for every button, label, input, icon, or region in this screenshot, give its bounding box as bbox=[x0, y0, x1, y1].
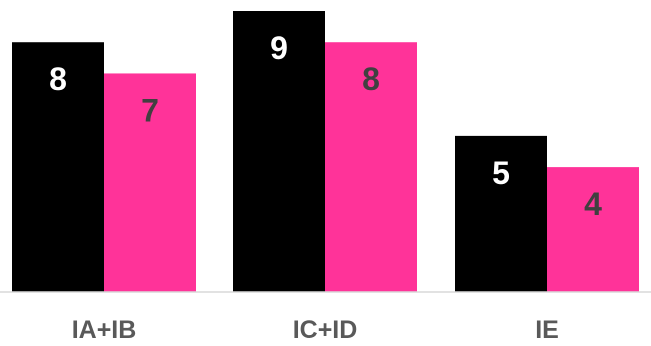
x-tick-label: IC+ID bbox=[293, 316, 358, 344]
x-tick-label: IA+IB bbox=[72, 316, 137, 344]
x-tick-labels: IA+IB IC+ID IE bbox=[72, 316, 559, 344]
bar-ia-ib-series-1 bbox=[12, 42, 104, 292]
data-label: 8 bbox=[362, 61, 380, 97]
bar-ic-id-series-2 bbox=[325, 42, 417, 292]
data-label: 8 bbox=[49, 61, 67, 97]
value-labels-layer: 8 7 9 8 5 4 bbox=[49, 30, 602, 222]
data-label: 5 bbox=[492, 155, 510, 191]
x-tick-label: IE bbox=[535, 316, 559, 344]
bar-ie-series-1 bbox=[455, 135, 547, 292]
data-label: 9 bbox=[270, 30, 288, 66]
bar-ie-series-2 bbox=[547, 167, 639, 292]
bar-ic-id-series-1 bbox=[233, 11, 325, 292]
data-label: 7 bbox=[141, 92, 159, 128]
data-label: 4 bbox=[584, 186, 602, 222]
bar-ia-ib-series-2 bbox=[104, 73, 196, 292]
bars-layer bbox=[12, 11, 639, 292]
